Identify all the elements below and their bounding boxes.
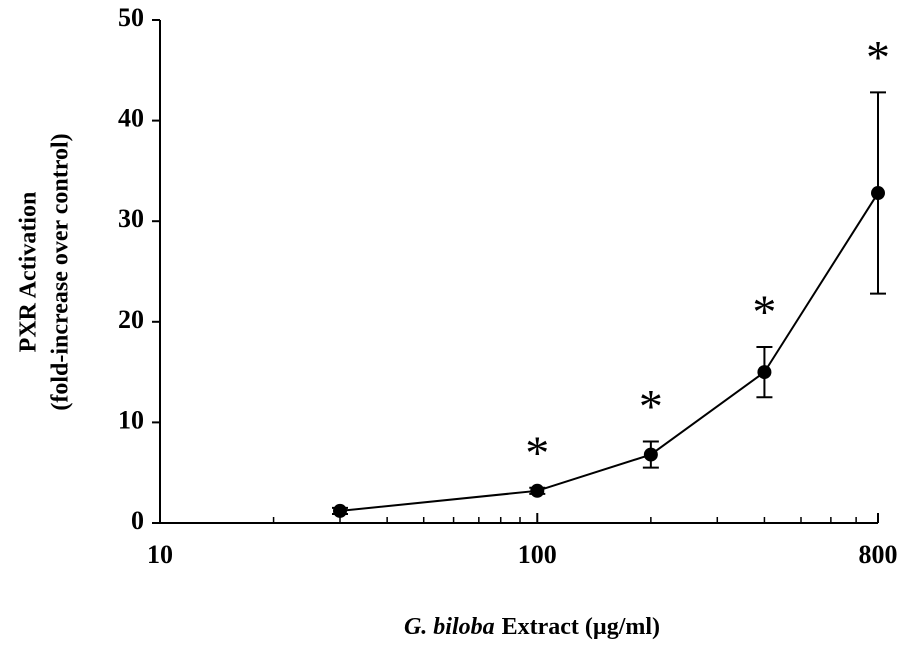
point — [333, 503, 348, 518]
y-tick-label: 50 — [118, 3, 144, 32]
x-label-text: Extract (µg/ml) — [502, 614, 660, 640]
line — [339, 192, 879, 512]
x-tick-label: 800 — [859, 540, 898, 569]
y-tick-label: 10 — [118, 405, 144, 434]
significance-marker: * — [866, 31, 890, 84]
point — [871, 186, 885, 201]
significance-marker: * — [525, 427, 549, 480]
point — [530, 483, 545, 498]
significance-marker: * — [639, 381, 663, 434]
x-tick-label: 100 — [518, 540, 557, 569]
y-axis-label: (fold-increase over control) — [48, 133, 74, 410]
y-tick-label: 40 — [118, 104, 144, 133]
point — [757, 365, 772, 380]
significance-marker: * — [752, 286, 776, 339]
x-tick-label: 10 — [147, 540, 173, 569]
x-axis-label: G. biloba Extract (µg/ml) — [404, 614, 660, 640]
y-tick-label: 30 — [118, 204, 144, 233]
y-tick-label: 0 — [131, 506, 144, 535]
y-axis-label: PXR Activation — [16, 192, 42, 353]
point — [643, 447, 658, 462]
x-label-italic: G. biloba — [404, 614, 495, 640]
y-tick-label: 20 — [118, 305, 144, 334]
